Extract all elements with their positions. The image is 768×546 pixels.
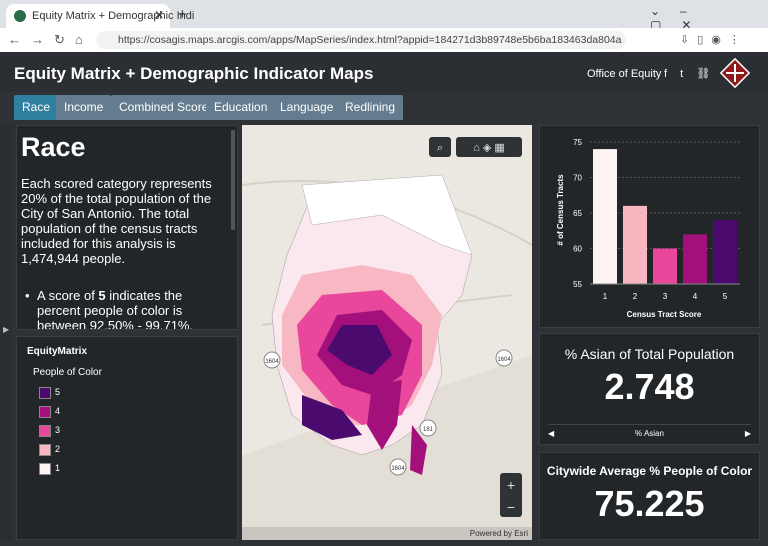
attribution: Powered by Esri [470, 529, 528, 538]
tab[interactable]: Race [14, 95, 59, 120]
road-label: 1604 [265, 359, 279, 365]
legend-label: 3 [55, 425, 61, 435]
bullet-bold: 5 [98, 288, 106, 303]
legend-title: EquityMatrix [27, 346, 88, 357]
indicator-title: % Asian of Total Population [564, 346, 735, 362]
bar-chart: # of Census Tracts Census Tract Score 55… [556, 138, 740, 319]
tab[interactable]: Income [56, 95, 112, 120]
office-link[interactable]: Office of Equity [587, 68, 662, 80]
legend-label: 5 [55, 387, 61, 397]
legend-swatch [39, 387, 51, 399]
app-header: Equity Matrix + Demographic Indicator Ma… [0, 52, 768, 92]
browser-tab[interactable]: Equity Matrix + Demographic Indi ✕ [6, 4, 194, 28]
svg-text:+: + [507, 477, 515, 493]
x-tick-label: 2 [633, 292, 638, 301]
x-axis-label: Census Tract Score [627, 310, 702, 319]
bullet-text: indicates the percent people of color is… [37, 288, 194, 330]
y-tick-label: 70 [573, 174, 582, 183]
bar [683, 234, 707, 284]
y-tick-label: 55 [573, 280, 582, 289]
social-icons[interactable]: f t ⛓ [664, 68, 716, 80]
indicator-value: 2.748 [604, 366, 695, 407]
bullet-text: A score of [37, 288, 99, 303]
legend-swatch [39, 425, 51, 437]
app-title: Equity Matrix + Demographic Indicator Ma… [14, 64, 374, 83]
tab-close[interactable]: ✕ [154, 8, 165, 22]
url-text: https://cosagis.maps.arcgis.com/apps/Map… [118, 34, 622, 46]
svg-text:−: − [507, 499, 515, 515]
bar [653, 248, 677, 284]
x-tick-label: 3 [663, 292, 668, 301]
side-toggle[interactable]: ▶ [0, 125, 12, 540]
logo [719, 57, 751, 89]
road-label: 1604 [497, 357, 511, 363]
description-panel: Race Each scored category represents 20%… [16, 125, 238, 330]
y-axis-label: # of Census Tracts [556, 174, 565, 246]
x-tick-label: 1 [603, 292, 608, 301]
tab[interactable]: Education [206, 95, 276, 120]
panel-bullet: • A score of 5 indicates the percent peop… [25, 288, 222, 330]
bar [593, 149, 617, 284]
svg-text:⌂ ◈ ▦: ⌂ ◈ ▦ [473, 142, 505, 154]
url-field[interactable]: https://cosagis.maps.arcgis.com/apps/Map… [96, 31, 626, 49]
indicator-value: 75.225 [594, 483, 705, 524]
indicator-footer-text: % Asian [635, 429, 664, 438]
road-label: 181 [423, 427, 434, 433]
legend-label: 4 [55, 406, 61, 416]
svg-text:⌕: ⌕ [437, 142, 443, 154]
legend-label: 2 [55, 444, 61, 454]
legend-label: 1 [55, 463, 61, 473]
tab[interactable]: Language [272, 95, 342, 120]
browser-tools[interactable]: ⇩▯◉⋮ [680, 34, 748, 46]
tab-title: Equity Matrix + Demographic Indi [32, 10, 195, 22]
map[interactable]: ⌕ ⌂ ◈ ▦ + − 1604 1604 181 1604 Powered by Es… [242, 125, 532, 540]
panel-paragraph: Each scored category represents 20% of t… [21, 176, 212, 266]
legend-swatch [39, 406, 51, 418]
y-tick-label: 65 [573, 209, 582, 218]
legend-panel: EquityMatrix People of Color 5 4 3 2 1 [16, 336, 238, 540]
panel-heading: Race [21, 132, 86, 162]
x-tick-label: 4 [693, 292, 698, 301]
nav-buttons[interactable]: ←→↻⌂ [8, 32, 93, 47]
new-tab[interactable]: + [178, 6, 187, 23]
x-tick-label: 5 [723, 292, 728, 301]
bar [623, 205, 647, 284]
indicator-panel: Citywide Average % People of Color 75.22… [539, 452, 760, 540]
indicator-panel: % Asian of Total Population 2.748 ◀% Asi… [539, 333, 760, 445]
y-tick-label: 75 [573, 138, 582, 147]
bar [713, 220, 737, 284]
tab[interactable]: Redlining [337, 95, 404, 120]
road-label: 1604 [391, 466, 405, 472]
legend-swatch [39, 463, 51, 475]
scrollbar[interactable] [231, 130, 235, 230]
legend-swatch [39, 444, 51, 456]
favicon [14, 10, 26, 22]
indicator-footer[interactable]: ◀% Asian ▶ [548, 424, 751, 443]
y-tick-label: 60 [573, 245, 582, 254]
legend-subtitle: People of Color [33, 367, 102, 378]
indicator-title: Citywide Average % People of Color [546, 464, 753, 478]
tab[interactable]: Combined Score [111, 95, 217, 120]
map-tools[interactable]: ⌕ ⌂ ◈ ▦ + − [429, 137, 522, 517]
